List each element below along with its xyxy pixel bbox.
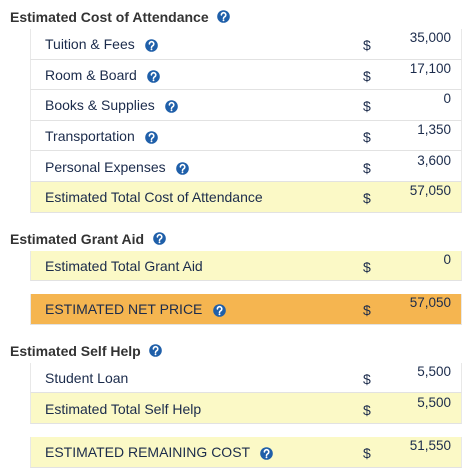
help-icon[interactable]	[148, 343, 162, 357]
currency: $	[363, 37, 371, 54]
table-row: Student Loan $5,500	[30, 362, 462, 394]
table-row: Estimated Total Cost of Attendance $57,05…	[30, 182, 462, 213]
row-label: Transportation	[45, 128, 135, 145]
help-icon[interactable]	[217, 10, 230, 23]
help-icon[interactable]	[152, 231, 166, 245]
section-title: Estimated Cost of Attendance	[10, 9, 209, 25]
help-icon[interactable]	[147, 70, 160, 83]
currency: $	[363, 401, 371, 418]
currency: $	[363, 98, 371, 115]
amount: 35,000	[409, 30, 451, 46]
amount: 0	[443, 251, 451, 267]
amount: 3,600	[417, 152, 451, 168]
currency: $	[363, 302, 371, 319]
table-row: ESTIMATED NET PRICE $57,050	[30, 294, 462, 325]
currency: $	[363, 445, 371, 462]
row-label: Estimated Total Grant Aid	[45, 257, 203, 274]
table-row: Personal Expenses $3,600	[30, 151, 462, 182]
amount: 5,500	[417, 394, 451, 410]
row-label: Personal Expenses	[45, 158, 166, 175]
amount: 57,050	[409, 295, 451, 311]
row-label: Estimated Total Self Help	[45, 400, 202, 417]
amount: 1,350	[417, 122, 451, 138]
currency: $	[363, 371, 371, 388]
table-row: Estimated Total Grant Aid $0	[30, 250, 462, 282]
table-row: Tuition & Fees $35,000	[30, 29, 462, 60]
help-icon[interactable]	[175, 161, 189, 175]
row-label: ESTIMATED REMAINING COST	[45, 444, 251, 461]
currency: $	[363, 129, 371, 146]
row-label: Student Loan	[45, 370, 129, 387]
help-icon[interactable]	[260, 447, 273, 461]
table-row: Room & Board $17,100	[30, 59, 462, 91]
table-row: Books & Supplies $0	[30, 90, 462, 121]
help-icon[interactable]	[164, 100, 178, 114]
amount: 51,550	[409, 438, 451, 454]
amount: 17,100	[409, 60, 451, 76]
row-label: Tuition & Fees	[45, 36, 135, 53]
help-icon[interactable]	[144, 39, 158, 53]
amount: 5,500	[417, 364, 451, 380]
section-title: Estimated Self Help	[10, 342, 141, 359]
table-row: ESTIMATED REMAINING COST $51,550	[30, 437, 462, 468]
section-title: Estimated Grant Aid	[10, 230, 145, 247]
currency: $	[363, 159, 371, 176]
row-label: Books & Supplies	[45, 97, 155, 114]
help-icon[interactable]	[212, 304, 226, 318]
amount: 57,050	[409, 183, 451, 199]
table-row: Estimated Total Self Help $5,500	[30, 393, 462, 424]
row-label: ESTIMATED NET PRICE	[45, 301, 203, 318]
row-label: Room & Board	[45, 66, 137, 83]
table-row: Transportation $1,350	[30, 120, 462, 152]
currency: $	[363, 190, 371, 207]
currency: $	[363, 67, 371, 84]
row-label: Estimated Total Cost of Attendance	[45, 189, 263, 206]
help-icon[interactable]	[144, 131, 158, 144]
currency: $	[363, 258, 371, 275]
amount: 0	[443, 91, 451, 107]
